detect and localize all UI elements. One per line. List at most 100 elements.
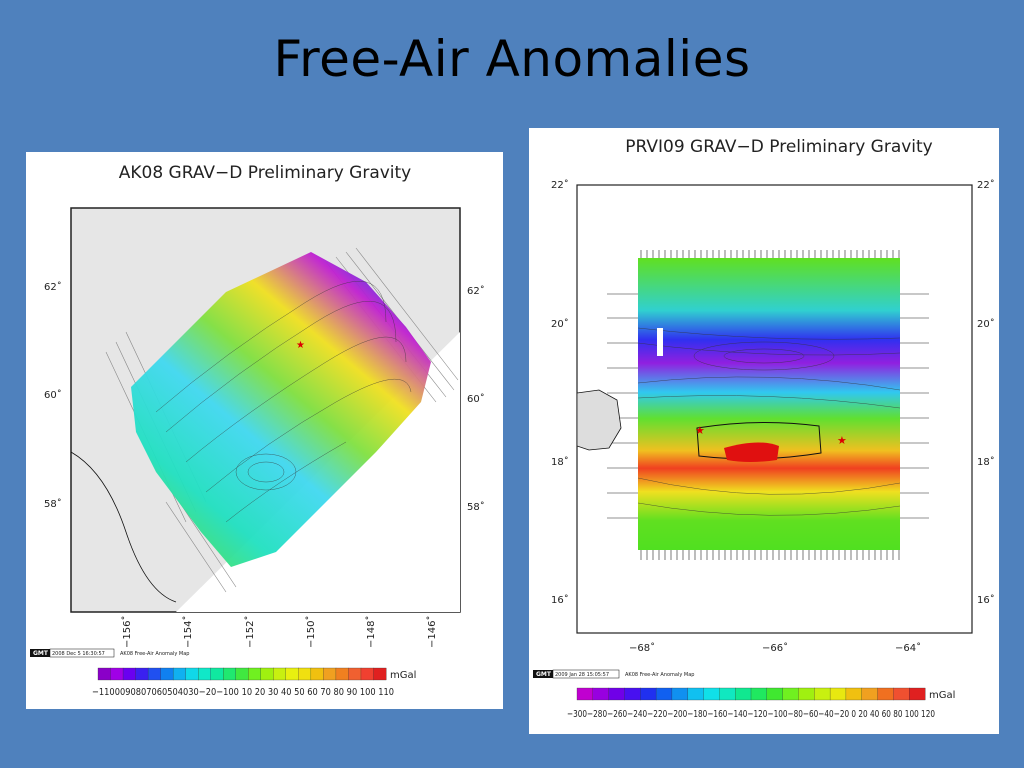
colorbar-swatch bbox=[172, 667, 187, 681]
colorbar-swatch bbox=[248, 667, 262, 681]
prvi09-track-marks bbox=[640, 250, 900, 560]
prvi09-colorbar-labels: −300−280−260−240−220−200−180−160−140−120… bbox=[567, 709, 935, 720]
ak08-lat-tick-left: 62˚ bbox=[44, 281, 62, 293]
ak08-lon-tick: −156˚ bbox=[121, 616, 133, 648]
prvi09-colorbar-unit: mGal bbox=[929, 690, 955, 701]
prvi09-map-title: PRVI09 GRAV−D Preliminary Gravity bbox=[625, 137, 933, 157]
prvi09-lat-tick-right: 16˚ bbox=[977, 594, 995, 606]
colorbar-swatch bbox=[845, 687, 863, 701]
ak08-coastline bbox=[71, 451, 177, 603]
colorbar-swatch bbox=[861, 687, 878, 701]
prvi09-base-star: ★ bbox=[695, 425, 705, 437]
prvi09-map-panel: PRVI09 GRAV−D Preliminary Gravity bbox=[529, 128, 999, 734]
colorbar-swatch bbox=[909, 687, 926, 701]
ak08-lon-tick: −148˚ bbox=[365, 616, 377, 648]
colorbar-swatch bbox=[703, 687, 720, 701]
prvi09-gmt-logo-text: GMT bbox=[536, 671, 552, 678]
colorbar-swatch bbox=[624, 687, 641, 701]
colorbar-swatch bbox=[750, 687, 768, 701]
prvi09-gmt-logo bbox=[533, 670, 553, 678]
prvi09-map-label: AK08 Free-Air Anomaly Map bbox=[625, 672, 694, 678]
ak08-colorbar-labels: −1100090807060504030−20−100 10 20 30 40 … bbox=[92, 687, 394, 698]
colorbar-swatch bbox=[766, 687, 784, 701]
slide-title: Free-Air Anomalies bbox=[273, 30, 751, 88]
colorbar-swatch bbox=[719, 687, 736, 701]
colorbar-swatch bbox=[814, 687, 831, 701]
prvi09-lat-tick-right: 22˚ bbox=[977, 179, 995, 191]
ak08-map-label: AK08 Free-Air Anomaly Map bbox=[120, 651, 189, 657]
colorbar-swatch bbox=[576, 687, 594, 701]
ak08-timestamp: 2008 Dec 5 16:30:57 bbox=[52, 651, 105, 657]
colorbar-swatch bbox=[893, 687, 910, 701]
colorbar-swatch bbox=[608, 687, 625, 701]
colorbar-swatch bbox=[110, 667, 124, 681]
colorbar-swatch bbox=[160, 667, 174, 681]
colorbar-swatch bbox=[348, 667, 362, 681]
prvi09-contours bbox=[637, 327, 901, 516]
ak08-lat-tick-right: 58˚ bbox=[467, 501, 485, 513]
colorbar-swatch bbox=[323, 667, 337, 681]
ak08-lon-ticks: −156˚ −154˚ −152˚ −150˚ −148˚ −146˚ bbox=[121, 616, 438, 648]
ak08-map-title: AK08 GRAV−D Preliminary Gravity bbox=[119, 163, 412, 183]
colorbar-swatch bbox=[185, 667, 199, 681]
prvi09-lat-tick-left: 22˚ bbox=[551, 179, 569, 191]
colorbar-swatch bbox=[592, 687, 610, 701]
colorbar-swatch bbox=[671, 687, 689, 701]
colorbar-swatch bbox=[147, 667, 162, 681]
colorbar-swatch bbox=[135, 667, 149, 681]
prvi09-lon-tick: −68˚ bbox=[629, 642, 655, 654]
colorbar-swatch bbox=[335, 667, 349, 681]
colorbar-swatch bbox=[655, 687, 673, 701]
prvi09-colorbar bbox=[576, 687, 926, 701]
colorbar-swatch bbox=[877, 687, 894, 701]
colorbar-swatch bbox=[640, 687, 657, 701]
colorbar-swatch bbox=[687, 687, 704, 701]
colorbar-swatch bbox=[235, 667, 249, 681]
prvi09-lat-tick-left: 18˚ bbox=[551, 456, 569, 468]
prvi09-data-gap bbox=[657, 328, 663, 356]
colorbar-swatch bbox=[223, 667, 237, 681]
ak08-colorbar bbox=[97, 667, 387, 681]
ak08-lon-tick: −152˚ bbox=[244, 616, 256, 648]
colorbar-swatch bbox=[735, 687, 752, 701]
prvi09-timestamp: 2009 Jan 28 15:05:57 bbox=[555, 672, 609, 678]
prvi09-hispaniola bbox=[577, 389, 622, 451]
prvi09-lat-tick-left: 20˚ bbox=[551, 318, 569, 330]
ak08-lat-tick-left: 58˚ bbox=[44, 498, 62, 510]
colorbar-swatch bbox=[273, 667, 287, 681]
prvi09-lat-tick-right: 20˚ bbox=[977, 318, 995, 330]
ak08-gmt-logo-text: GMT bbox=[33, 650, 49, 657]
colorbar-swatch bbox=[360, 667, 374, 681]
ak08-lon-tick: −146˚ bbox=[426, 616, 438, 648]
colorbar-swatch bbox=[782, 687, 799, 701]
colorbar-swatch bbox=[298, 667, 312, 681]
colorbar-swatch bbox=[373, 667, 387, 681]
prvi09-lon-tick: −64˚ bbox=[895, 642, 921, 654]
ak08-lat-tick-right: 62˚ bbox=[467, 285, 485, 297]
ak08-colorbar-unit: mGal bbox=[390, 670, 416, 681]
prvi09-lat-tick-left: 16˚ bbox=[551, 594, 569, 606]
prvi09-anomaly-surface bbox=[638, 258, 900, 550]
ak08-gmt-logo bbox=[30, 649, 50, 657]
colorbar-swatch bbox=[210, 667, 224, 681]
ak08-lat-tick-right: 60˚ bbox=[467, 393, 485, 405]
prvi09-timestamp-box bbox=[552, 669, 620, 679]
colorbar-swatch bbox=[829, 687, 847, 701]
ak08-anomaly-surface bbox=[131, 252, 431, 567]
prvi09-lat-tick-right: 18˚ bbox=[977, 456, 995, 468]
ak08-lon-tick: −154˚ bbox=[182, 616, 194, 648]
colorbar-swatch bbox=[122, 667, 137, 681]
prvi09-high-anomaly bbox=[724, 442, 779, 462]
colorbar-swatch bbox=[260, 667, 274, 681]
prvi09-lon-tick: −66˚ bbox=[762, 642, 788, 654]
ak08-contours bbox=[155, 280, 412, 523]
ak08-timestamp-box bbox=[49, 648, 115, 658]
ak08-base-star: ★ bbox=[296, 340, 305, 351]
ak08-lon-tick: −150˚ bbox=[305, 616, 317, 648]
colorbar-swatch bbox=[97, 667, 111, 681]
ak08-map-panel: AK08 GRAV−D Preliminary Gravity bbox=[26, 152, 503, 709]
colorbar-swatch bbox=[285, 667, 299, 681]
ak08-lat-tick-left: 60˚ bbox=[44, 389, 62, 401]
colorbar-swatch bbox=[198, 667, 212, 681]
colorbar-swatch bbox=[798, 687, 815, 701]
